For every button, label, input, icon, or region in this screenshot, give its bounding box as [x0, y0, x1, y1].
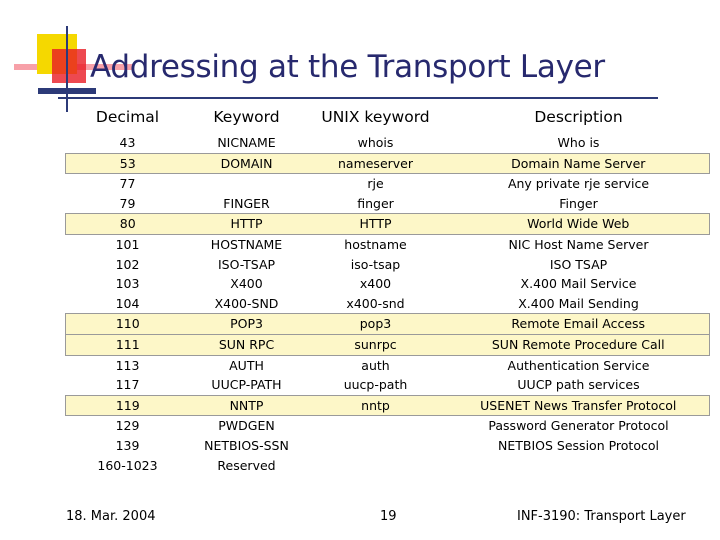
table-row: 160-1023 Reserved	[66, 456, 710, 476]
table-row: 77 rje Any private rje service	[66, 174, 710, 194]
table-row: 113 AUTH auth Authentication Service	[66, 355, 710, 375]
cell-description: X.400 Mail Sending	[518, 295, 639, 311]
cell-decimal: 43	[119, 135, 136, 150]
cell-keyword: ISO-TSAP	[217, 256, 276, 272]
cell-description: Any private rje service	[507, 176, 650, 192]
footer-course: INF-3190: Transport Layer	[517, 509, 686, 524]
table-row: 119 NNTP nntp USENET News Transfer Protocol	[65, 394, 710, 417]
table-header-row: Decimal Keyword UNIX keyword Description	[66, 101, 710, 133]
cell-description: Who is	[557, 135, 600, 150]
cell-decimal: 160-1023	[97, 457, 158, 473]
cell-description: Password Generator Protocol	[488, 418, 669, 434]
cell-decimal: 103	[115, 276, 140, 292]
cell-description: NETBIOS Session Protocol	[498, 437, 659, 453]
cell-decimal: 111	[65, 333, 190, 356]
header-keyword: Keyword	[213, 108, 280, 126]
decor-red-square	[52, 49, 86, 83]
cell-keyword: Reserved	[217, 457, 276, 473]
cell-decimal: 80	[65, 213, 190, 235]
slide-title: Addressing at the Transport Layer	[90, 49, 605, 85]
table-row: 103 X400 x400 X.400 Mail Service	[66, 274, 710, 294]
table-row: 79 FINGER finger Finger	[66, 194, 710, 214]
cell-keyword: DOMAIN	[189, 152, 304, 175]
cell-unix-keyword	[304, 436, 448, 456]
cell-keyword: X400-SND	[214, 295, 279, 311]
table-row: 110 POP3 pop3 Remote Email Access	[65, 313, 710, 335]
cell-unix-keyword: uucp-path	[343, 377, 408, 393]
table-row: 53 DOMAIN nameserver Domain Name Server	[65, 152, 710, 175]
cell-keyword: AUTH	[229, 357, 264, 373]
page-number: 19	[380, 509, 397, 524]
title-underline	[58, 97, 658, 99]
table-row: 43 NICNAME whois Who is	[66, 133, 710, 153]
cell-keyword: NNTP	[189, 394, 304, 417]
cell-description: Authentication Service	[507, 357, 650, 373]
cell-keyword: PWDGEN	[218, 418, 275, 434]
cell-unix-keyword: pop3	[303, 313, 448, 335]
cell-unix-keyword: iso-tsap	[350, 256, 401, 272]
cell-unix-keyword: HTTP	[303, 213, 448, 235]
cell-unix-keyword	[304, 456, 448, 476]
cell-decimal: 110	[65, 313, 190, 335]
cell-decimal: 102	[115, 256, 140, 272]
cell-unix-keyword: x400-snd	[346, 295, 405, 311]
cell-keyword: UUCP-PATH	[211, 377, 282, 393]
table-row: 104 X400-SND x400-snd X.400 Mail Sending	[66, 294, 710, 314]
table-row: 111 SUN RPC sunrpc SUN Remote Procedure Cal…	[65, 333, 710, 356]
table-row: 139 NETBIOS-SSN NETBIOS Session Protocol	[66, 436, 710, 456]
cell-description: Domain Name Server	[447, 152, 710, 175]
cell-unix-keyword: rje	[367, 176, 384, 192]
cell-description: X.400 Mail Service	[520, 276, 637, 292]
cell-unix-keyword: hostname	[344, 236, 407, 252]
cell-unix-keyword: nameserver	[303, 152, 448, 175]
cell-decimal: 79	[119, 195, 136, 211]
cell-unix-keyword	[304, 416, 448, 436]
cell-description: Remote Email Access	[447, 313, 710, 335]
cell-keyword: X400	[230, 276, 263, 292]
cell-description: UUCP path services	[517, 377, 640, 393]
cell-description	[448, 456, 710, 476]
cell-keyword: NETBIOS-SSN	[204, 437, 289, 453]
table-row: 80 HTTP HTTP World Wide Web	[65, 213, 710, 235]
cell-description: Finger	[559, 195, 598, 211]
cell-unix-keyword: x400	[359, 276, 392, 292]
cell-unix-keyword: finger	[357, 195, 394, 211]
decor-vertical-line	[66, 26, 68, 112]
table-row: 117 UUCP-PATH uucp-path UUCP path services	[66, 375, 710, 395]
cell-decimal: 129	[115, 418, 140, 434]
cell-unix-keyword: auth	[361, 357, 390, 373]
table-row: 129 PWDGEN Password Generator Protocol	[66, 416, 710, 436]
cell-keyword: HOSTNAME	[210, 236, 283, 252]
table-row: 102 ISO-TSAP iso-tsap ISO TSAP	[66, 255, 710, 275]
cell-keyword: SUN RPC	[189, 333, 304, 356]
cell-decimal: 117	[115, 377, 140, 393]
cell-decimal: 113	[115, 357, 140, 373]
header-unix-keyword: UNIX keyword	[321, 108, 430, 126]
cell-decimal: 104	[115, 295, 140, 311]
cell-description: USENET News Transfer Protocol	[447, 394, 710, 417]
table-row: 101 HOSTNAME hostname NIC Host Name Server	[66, 234, 710, 254]
cell-decimal: 77	[119, 176, 136, 192]
cell-decimal: 119	[65, 394, 190, 417]
cell-decimal: 53	[65, 152, 190, 175]
cell-description: World Wide Web	[447, 213, 710, 235]
cell-description: NIC Host Name Server	[508, 236, 649, 252]
cell-description: SUN Remote Procedure Call	[447, 333, 710, 356]
cell-keyword	[190, 174, 304, 194]
cell-keyword: NICNAME	[217, 135, 276, 150]
table-body: 43 NICNAME whois Who is 53 DOMAIN nameserver Do…	[65, 133, 710, 476]
cell-unix-keyword: sunrpc	[303, 333, 448, 356]
cell-keyword: FINGER	[223, 195, 270, 211]
cell-decimal: 139	[115, 437, 140, 453]
cell-unix-keyword: nntp	[303, 394, 448, 417]
cell-decimal: 101	[115, 236, 140, 252]
cell-description: ISO TSAP	[549, 256, 608, 272]
header-description: Description	[534, 108, 623, 126]
header-decimal: Decimal	[95, 108, 160, 126]
cell-keyword: POP3	[189, 313, 304, 335]
cell-keyword: HTTP	[189, 213, 304, 235]
cell-unix-keyword: whois	[357, 135, 394, 150]
port-address-table: Decimal Keyword UNIX keyword Description…	[65, 101, 710, 475]
footer-date: 18. Mar. 2004	[66, 509, 156, 524]
